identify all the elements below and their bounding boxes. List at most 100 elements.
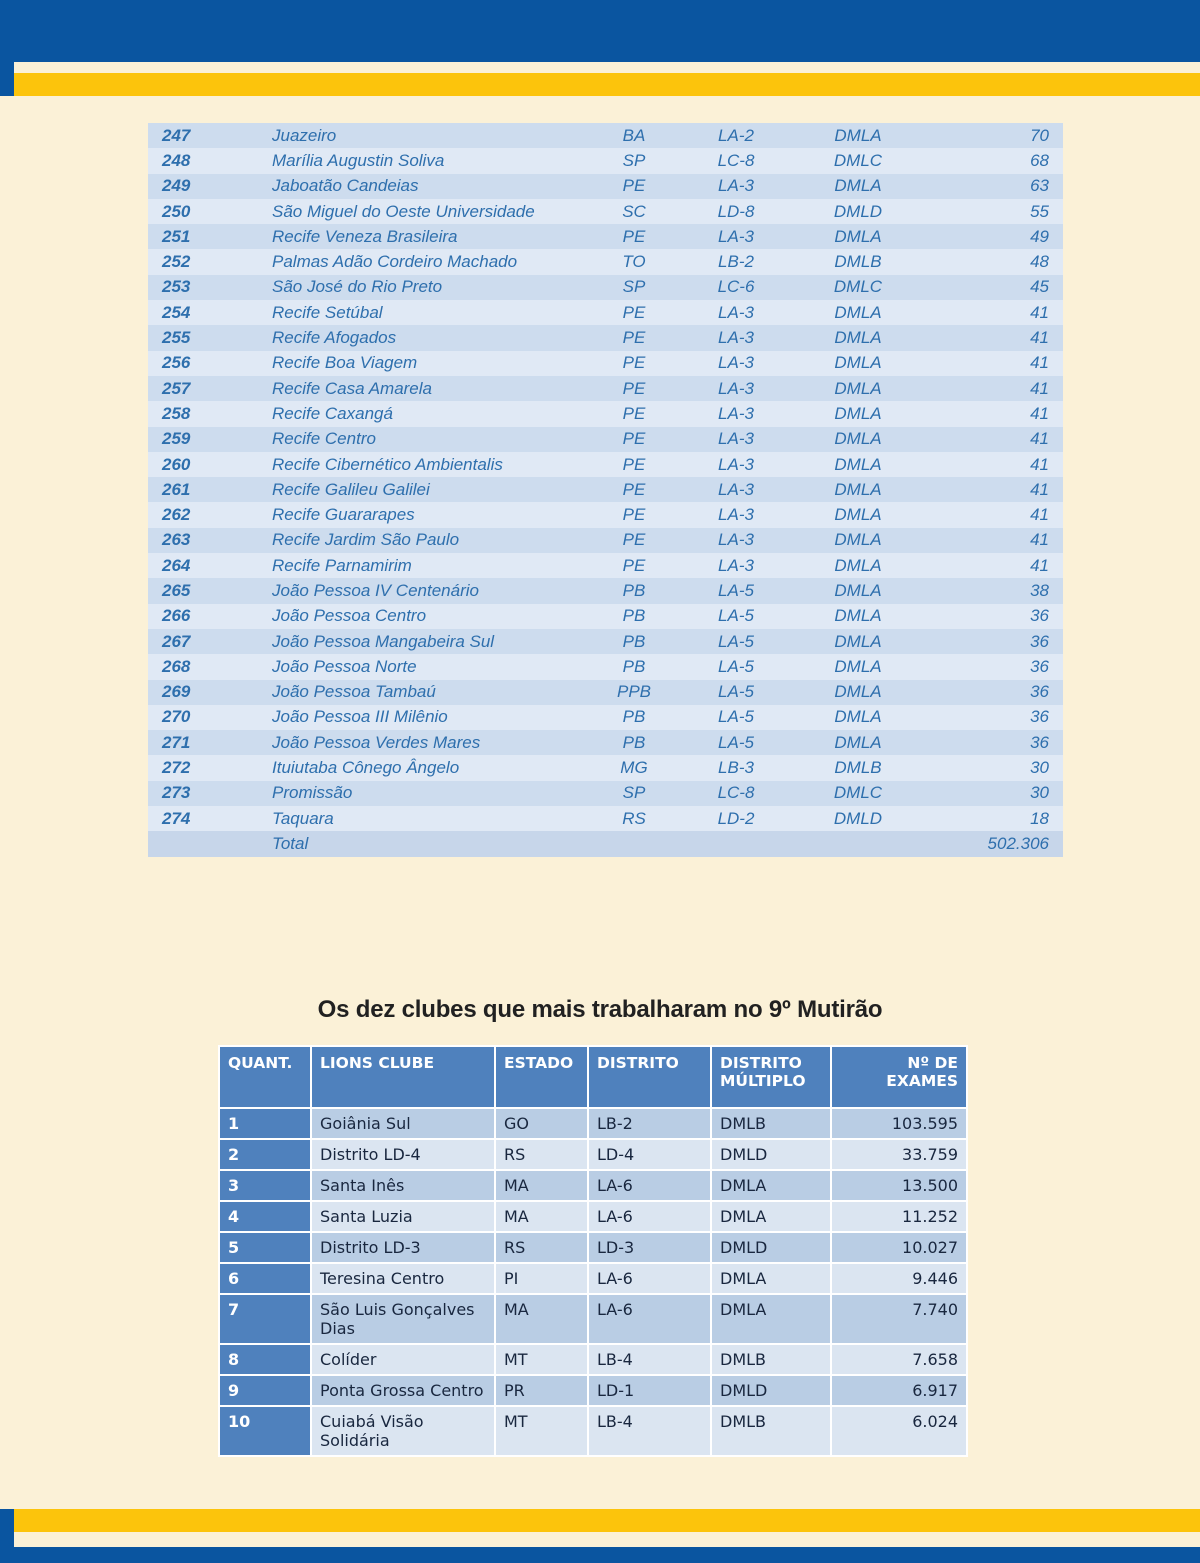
top-clubs-district: LA-6 [587, 1293, 712, 1345]
ranking-rank: 247 [162, 125, 191, 145]
ranking-club-name: Promissão [272, 783, 353, 803]
ranking-state: PE [622, 530, 646, 550]
top-clubs-multiple-district: DMLD [710, 1138, 832, 1171]
ranking-multiple-district: DMLA [834, 580, 882, 600]
ranking-district: LC-8 [717, 783, 755, 803]
top-clubs-club-name: Distrito LD-4 [310, 1138, 496, 1171]
ranking-district: LA-3 [718, 378, 754, 398]
ranking-empty-cell [792, 831, 924, 856]
ranking-state: PE [622, 479, 646, 499]
ranking-club-name: João Pessoa Mangabeira Sul [272, 631, 495, 651]
top-clubs-state: GO [494, 1107, 589, 1140]
ranking-multiple-district: DMLA [834, 454, 882, 474]
ranking-rank: 254 [162, 302, 191, 322]
ranking-exam-count: 49 [1030, 226, 1049, 246]
top-clubs-quant: 2 [218, 1138, 312, 1171]
ranking-district: LA-5 [718, 732, 754, 752]
ranking-row: 261 Recife Galileu Galilei PE LA-3 DMLA 41 [148, 477, 1063, 503]
ranking-rank: 253 [162, 277, 191, 297]
ranking-exam-count: 36 [1030, 606, 1049, 626]
ranking-exam-count: 45 [1030, 277, 1049, 297]
ranking-exam-count: 41 [1030, 505, 1049, 525]
ranking-club-name: João Pessoa Centro [272, 606, 427, 626]
ranking-state: PPB [616, 682, 652, 702]
ranking-club-name: João Pessoa Norte [272, 656, 417, 676]
ranking-exam-count: 41 [1030, 530, 1049, 550]
ranking-multiple-district: DMLA [834, 328, 882, 348]
ranking-row: 274 Taquara RS LD-2 DMLD 18 [148, 806, 1063, 832]
ranking-district: LA-3 [718, 353, 754, 373]
ranking-exam-count: 38 [1030, 580, 1049, 600]
ranking-club-name: Recife Veneza Brasileira [272, 226, 458, 246]
ranking-club-name: João Pessoa III Milênio [272, 707, 448, 727]
ranking-exam-count: 36 [1030, 682, 1049, 702]
top-clubs-district: LD-1 [587, 1374, 712, 1407]
top-clubs-quant: 3 [218, 1169, 312, 1202]
ranking-multiple-district: DMLA [834, 530, 882, 550]
ranking-club-name: Recife Casa Amarela [272, 378, 432, 398]
ranking-rank: 258 [162, 403, 191, 423]
top-clubs-table: QUANT. LIONS CLUBE ESTADO DISTRITO DISTRITO … [218, 1045, 968, 1457]
ranking-exam-count: 41 [1030, 353, 1049, 373]
ranking-rank: 263 [162, 530, 191, 550]
ranking-empty-cell [148, 831, 266, 856]
ranking-rank: 272 [162, 758, 191, 778]
ranking-row: 267 João Pessoa Mangabeira Sul PB LA-5 DMLA 3… [148, 628, 1063, 655]
ranking-total-row: Total 502.306 [148, 831, 1063, 857]
ranking-row: 254 Recife Setúbal PE LA-3 DMLA 41 [148, 300, 1063, 326]
ranking-multiple-district: DMLA [834, 353, 882, 373]
ranking-state: PE [622, 505, 646, 525]
ranking-rank: 266 [162, 606, 191, 626]
ranking-total-label: Total [272, 833, 309, 853]
section-title: Os dez clubes que mais trabalharam no 9º… [317, 996, 883, 1023]
ranking-multiple-district: DMLC [833, 277, 883, 297]
top-clubs-district: LB-4 [587, 1343, 712, 1376]
ranking-district: LB-2 [718, 252, 754, 272]
ranking-district: LA-3 [718, 429, 754, 449]
ranking-multiple-district: DMLA [834, 707, 882, 727]
top-clubs-row: 8 Colíder MT LB-4 DMLB 7.658 [218, 1343, 968, 1376]
ranking-rank: 250 [162, 201, 191, 221]
ranking-club-name: Juazeiro [272, 125, 337, 145]
ranking-row: 265 João Pessoa IV Centenário PB LA-5 DMLA 38 [148, 578, 1063, 604]
top-clubs-row: 10 Cuiabá Visão Solidária MT LB-4 DMLB 6.024 [218, 1405, 968, 1457]
top-clubs-column-header: DISTRITO [587, 1045, 712, 1109]
top-clubs-row: 3 Santa Inês MA LA-6 DMLA 13.500 [218, 1169, 968, 1202]
ranking-district: LA-5 [718, 656, 754, 676]
ranking-exam-count: 41 [1030, 328, 1049, 348]
top-clubs-district: LA-6 [587, 1169, 712, 1202]
ranking-multiple-district: DMLD [833, 201, 883, 221]
ranking-club-name: Marília Augustin Soliva [272, 150, 445, 170]
ranking-state: SP [622, 783, 646, 803]
ranking-empty-cell [588, 831, 680, 856]
top-clubs-quant: 6 [218, 1262, 312, 1295]
ranking-state: PB [622, 580, 646, 600]
top-yellow-bar [0, 73, 1200, 96]
top-clubs-quant: 4 [218, 1200, 312, 1233]
bottom-yellow-bar [0, 1509, 1200, 1532]
top-clubs-state: MT [494, 1343, 589, 1376]
top-clubs-district: LA-6 [587, 1262, 712, 1295]
ranking-exam-count: 55 [1030, 201, 1049, 221]
top-clubs-row: 9 Ponta Grossa Centro PR LD-1 DMLD 6.917 [218, 1374, 968, 1407]
top-clubs-state: RS [494, 1231, 589, 1264]
top-clubs-exam-count: 7.658 [830, 1343, 968, 1376]
ranking-row: 262 Recife Guararapes PE LA-3 DMLA 41 [148, 502, 1063, 528]
top-clubs-exam-count: 9.446 [830, 1262, 968, 1295]
ranking-club-name: Recife Jardim São Paulo [272, 530, 460, 550]
ranking-row: 269 João Pessoa Tambaú PPB LA-5 DMLA 36 [148, 679, 1063, 705]
top-clubs-row: 5 Distrito LD-3 RS LD-3 DMLD 10.027 [218, 1231, 968, 1264]
top-clubs-exam-count: 103.595 [830, 1107, 968, 1140]
top-clubs-club-name: Colíder [310, 1343, 496, 1376]
ranking-club-name: Recife Caxangá [272, 403, 393, 423]
top-clubs-club-name: Cuiabá Visão Solidária [310, 1405, 496, 1457]
ranking-district: LC-8 [717, 150, 755, 170]
ranking-multiple-district: DMLC [833, 783, 883, 803]
ranking-rank: 260 [162, 454, 191, 474]
ranking-row: 250 São Miguel do Oeste Universidade SC LD-… [148, 198, 1063, 225]
top-clubs-exam-count: 33.759 [830, 1138, 968, 1171]
top-clubs-row: 2 Distrito LD-4 RS LD-4 DMLD 33.759 [218, 1138, 968, 1171]
ranking-club-name: Recife Centro [272, 429, 376, 449]
ranking-row: 248 Marília Augustin Soliva SP LC-8 DMLC 68 [148, 148, 1063, 174]
ranking-multiple-district: DMLA [834, 479, 882, 499]
